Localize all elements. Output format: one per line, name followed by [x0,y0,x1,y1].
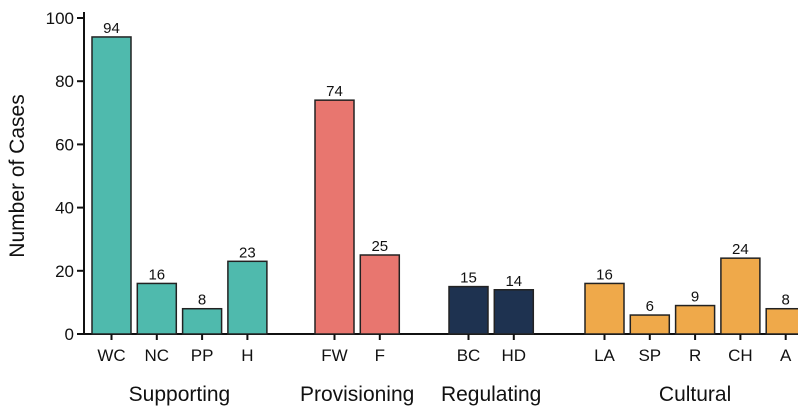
bar-bc [448,285,489,335]
bar-r [674,304,716,335]
bar-la [584,282,625,335]
category-label-fw: FW [321,346,347,365]
group-label-cultural: Cultural [659,383,731,406]
bar-sp [629,314,671,335]
data-label-r: 9 [691,289,699,306]
data-label-pp: 8 [198,292,206,309]
category-label-bc: BC [457,346,481,365]
y-tick-label: 100 [46,9,74,28]
data-label-wc: 94 [103,20,120,37]
group-labels: Supporting Provisioning Regulating Cultural [129,383,732,406]
category-label-sp: SP [638,346,661,365]
category-label-wc: WC [97,346,125,365]
bar-pp [181,307,223,335]
category-label-ch: CH [728,346,753,365]
bar-a [765,307,798,335]
y-ticks: 0 20 40 60 80 100 [46,9,84,344]
group-label-provisioning: Provisioning [300,383,414,406]
y-tick-label: 40 [55,199,74,218]
bars [91,36,798,335]
data-label-la: 16 [596,266,613,283]
y-tick-label: 0 [65,325,74,344]
data-label-h: 23 [239,244,256,261]
category-label-f: F [375,346,385,365]
category-label-a: A [780,346,792,365]
data-label-f: 25 [371,238,388,255]
bar-hd [493,289,535,335]
y-tick-label: 60 [55,135,74,154]
bar-labels: 94 WC 16 NC 8 PP 23 H 74 FW 25 F 15 BC 14 HD 16 LA 6 SP 9 R 24… [97,20,792,365]
category-label-r: R [689,346,701,365]
y-tick-label: 20 [55,262,74,281]
category-label-h: H [241,346,253,365]
data-label-fw: 74 [326,83,343,100]
bar-ch [720,257,761,335]
group-label-supporting: Supporting [129,383,231,406]
bar-h [227,260,268,335]
data-label-sp: 6 [646,298,654,315]
category-label-pp: PP [191,346,214,365]
y-tick-label: 80 [55,72,74,91]
group-label-regulating: Regulating [441,383,541,406]
bar-fw [314,99,355,335]
data-label-a: 8 [782,292,790,309]
data-label-ch: 24 [732,241,749,258]
bar-wc [91,36,132,335]
category-label-la: LA [594,346,615,365]
data-label-nc: 16 [148,266,165,283]
data-label-hd: 14 [505,273,522,290]
bar-f [359,254,401,335]
y-axis-title: Number of Cases [6,94,29,257]
category-label-nc: NC [145,346,170,365]
category-label-hd: HD [502,346,527,365]
data-label-bc: 15 [460,270,477,287]
bar-nc [136,282,178,335]
